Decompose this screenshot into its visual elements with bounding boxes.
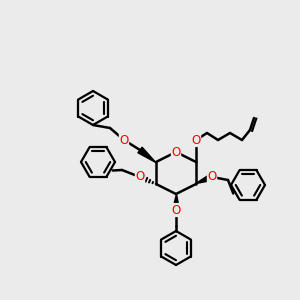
Polygon shape [196, 174, 213, 184]
Text: O: O [207, 170, 217, 184]
Text: O: O [135, 170, 145, 184]
Text: O: O [191, 134, 201, 146]
Polygon shape [172, 194, 179, 210]
Text: O: O [119, 134, 129, 146]
Text: O: O [171, 203, 181, 217]
Polygon shape [138, 147, 156, 162]
Text: O: O [171, 146, 181, 158]
